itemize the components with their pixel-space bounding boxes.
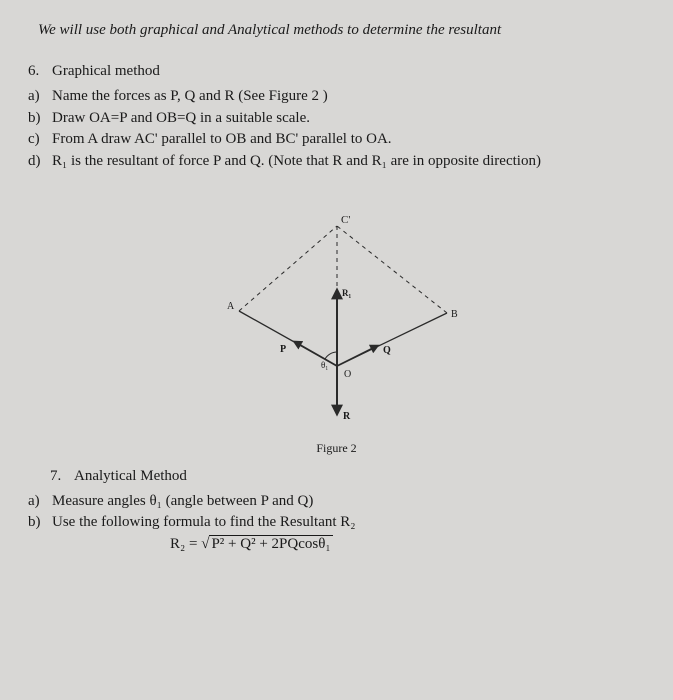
- section-7-heading: 7. Analytical Method: [50, 466, 645, 488]
- section-6-heading: 6. Graphical method: [28, 61, 645, 83]
- sqrt-symbol: √: [201, 536, 209, 552]
- text-7b: Use the following formula to find the Re…: [52, 512, 645, 534]
- item-6a: a) Name the forces as P, Q and R (See Fi…: [28, 86, 645, 108]
- label-O: O: [344, 369, 351, 380]
- label-R: R: [343, 411, 351, 422]
- text-6b: Draw OA=P and OB=Q in a suitable scale.: [52, 108, 645, 130]
- label-R1: R₁: [342, 288, 351, 298]
- item-6c: c) From A draw AC' parallel to OB and BC…: [28, 129, 645, 151]
- figure-2-caption: Figure 2: [316, 441, 356, 456]
- marker-7b: b): [28, 512, 52, 534]
- text-6c: From A draw AC' parallel to OB and BC' p…: [52, 129, 645, 151]
- label-Q: Q: [383, 345, 391, 356]
- item-7b: b) Use the following formula to find the…: [28, 512, 645, 534]
- text-6a: Name the forces as P, Q and R (See Figur…: [52, 86, 645, 108]
- item-6d: d) R₁ is the resultant of force P and Q.…: [28, 151, 645, 173]
- text-7a: Measure angles θ₁ (angle between P and Q…: [52, 491, 645, 513]
- figure-2: C' A B P Q R₁ θ₁ O R Figure 2: [28, 191, 645, 456]
- label-P: P: [280, 344, 286, 355]
- formula-radicand: P² + Q² + 2PQcosθ₁: [209, 535, 332, 552]
- section-7: 7. Analytical Method a) Measure angles θ…: [28, 466, 645, 553]
- marker-6c: c): [28, 129, 52, 151]
- label-C: C': [341, 214, 350, 226]
- formula-r2: R₂ = √P² + Q² + 2PQcosθ₁: [50, 536, 645, 553]
- label-theta: θ₁: [321, 360, 328, 370]
- label-B: B: [451, 309, 458, 320]
- marker-6: 6.: [28, 61, 52, 83]
- formula-lhs: R₂ =: [170, 536, 197, 552]
- label-A: A: [227, 301, 235, 312]
- intro-text: We will use both graphical and Analytica…: [28, 22, 645, 39]
- text-6d: R₁ is the resultant of force P and Q. (N…: [52, 151, 645, 173]
- marker-7a: a): [28, 491, 52, 513]
- marker-6b: b): [28, 108, 52, 130]
- section-6: 6. Graphical method a) Name the forces a…: [28, 61, 645, 173]
- section-7-title: Analytical Method: [74, 466, 645, 488]
- item-7a: a) Measure angles θ₁ (angle between P an…: [28, 491, 645, 513]
- section-6-title: Graphical method: [52, 61, 645, 83]
- marker-6a: a): [28, 86, 52, 108]
- marker-6d: d): [28, 151, 52, 173]
- figure-2-svg: C' A B P Q R₁ θ₁ O R: [177, 191, 497, 439]
- item-6b: b) Draw OA=P and OB=Q in a suitable scal…: [28, 108, 645, 130]
- marker-7: 7.: [50, 466, 74, 488]
